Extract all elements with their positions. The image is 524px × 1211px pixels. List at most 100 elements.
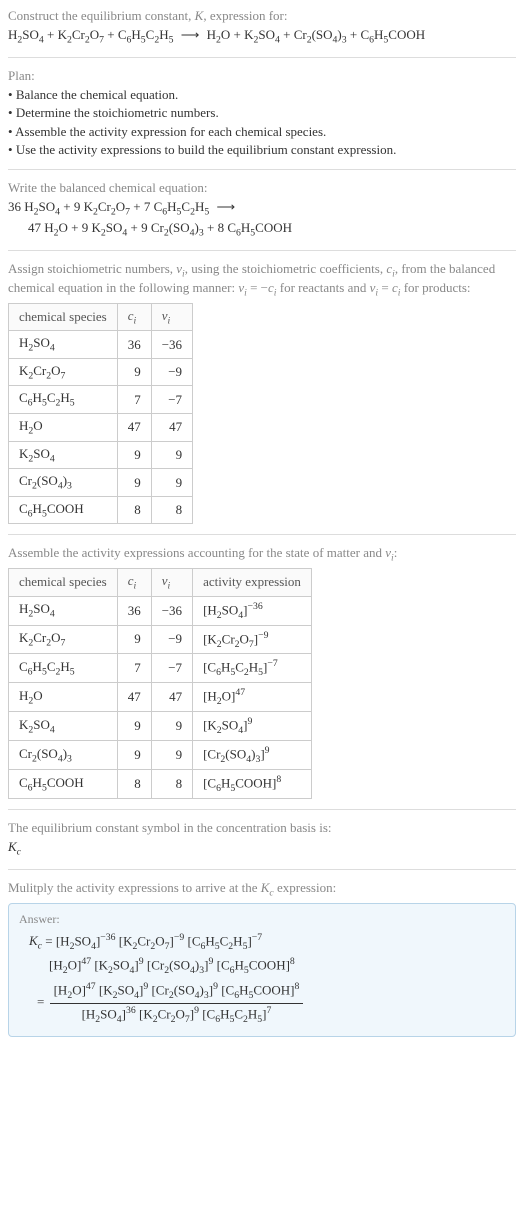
cell-species: C6H5COOH bbox=[9, 770, 118, 799]
plan-list: Balance the chemical equation. Determine… bbox=[8, 86, 516, 159]
cell-v: 9 bbox=[151, 469, 192, 497]
cell-c: 7 bbox=[117, 654, 151, 683]
table-row: C6H5C2H57−7 bbox=[9, 386, 193, 414]
answer-box: Answer: Kc = [H2SO4]−36 [K2Cr2O7]−9 [C6H… bbox=[8, 903, 516, 1037]
table-row: K2SO499[K2SO4]9 bbox=[9, 712, 312, 741]
cell-species: H2SO4 bbox=[9, 331, 118, 359]
plan-item: Use the activity expressions to build th… bbox=[8, 141, 516, 159]
activity-table: chemical species ci νi activity expressi… bbox=[8, 568, 312, 799]
cell-species: K2Cr2O7 bbox=[9, 625, 118, 654]
table-row: H2O4747[H2O]47 bbox=[9, 683, 312, 712]
cell-c: 9 bbox=[117, 441, 151, 469]
cell-species: Cr2(SO4)3 bbox=[9, 469, 118, 497]
cell-c: 47 bbox=[117, 683, 151, 712]
header-equation: H2SO4 + K2Cr2O7 + C6H5C2H5 ⟶ H2O + K2SO4… bbox=[8, 26, 516, 47]
table-row: H2SO436−36 bbox=[9, 331, 193, 359]
table-row: H2SO436−36[H2SO4]−36 bbox=[9, 596, 312, 625]
cell-v: −7 bbox=[151, 654, 192, 683]
cell-v: 9 bbox=[151, 441, 192, 469]
table-row: C6H5COOH88[C6H5COOH]8 bbox=[9, 770, 312, 799]
table-row: C6H5C2H57−7[C6H5C2H5]−7 bbox=[9, 654, 312, 683]
final-prompt: Mulitply the activity expressions to arr… bbox=[8, 880, 516, 899]
cell-v: 47 bbox=[151, 414, 192, 442]
divider bbox=[8, 250, 516, 251]
balanced-equation: 36 H2SO4 + 9 K2Cr2O7 + 7 C6H5C2H5 ⟶ 47 H… bbox=[8, 198, 516, 240]
table-header-row: chemical species ci νi bbox=[9, 303, 193, 331]
answer-label: Answer: bbox=[19, 912, 505, 927]
header-prompt: Construct the equilibrium constant, K, e… bbox=[8, 8, 516, 24]
cell-species: H2SO4 bbox=[9, 596, 118, 625]
activity-prompt: Assemble the activity expressions accoun… bbox=[8, 545, 516, 564]
col-header: νi bbox=[151, 568, 192, 596]
col-header: νi bbox=[151, 303, 192, 331]
cell-expr: [K2SO4]9 bbox=[193, 712, 312, 741]
divider bbox=[8, 809, 516, 810]
plan-section: Plan: Balance the chemical equation. Det… bbox=[8, 68, 516, 159]
cell-expr: [C6H5C2H5]−7 bbox=[193, 654, 312, 683]
cell-c: 9 bbox=[117, 741, 151, 770]
col-header: activity expression bbox=[193, 568, 312, 596]
stoich-section: Assign stoichiometric numbers, νi, using… bbox=[8, 261, 516, 524]
arrow-icon: ⟶ bbox=[216, 199, 235, 214]
table-header-row: chemical species ci νi activity expressi… bbox=[9, 568, 312, 596]
cell-v: 9 bbox=[151, 712, 192, 741]
plan-item: Determine the stoichiometric numbers. bbox=[8, 104, 516, 122]
plan-title: Plan: bbox=[8, 68, 516, 84]
divider bbox=[8, 169, 516, 170]
divider bbox=[8, 869, 516, 870]
plan-item: Balance the chemical equation. bbox=[8, 86, 516, 104]
cell-species: H2O bbox=[9, 683, 118, 712]
cell-v: 47 bbox=[151, 683, 192, 712]
cell-expr: [K2Cr2O7]−9 bbox=[193, 625, 312, 654]
eq-symbol-value: Kc bbox=[8, 838, 516, 859]
col-header: ci bbox=[117, 303, 151, 331]
cell-species: K2SO4 bbox=[9, 712, 118, 741]
cell-v: −9 bbox=[151, 358, 192, 386]
divider bbox=[8, 57, 516, 58]
cell-v: −36 bbox=[151, 331, 192, 359]
cell-species: K2Cr2O7 bbox=[9, 358, 118, 386]
final-section: Mulitply the activity expressions to arr… bbox=[8, 880, 516, 1037]
eq-symbol-section: The equilibrium constant symbol in the c… bbox=[8, 820, 516, 859]
balanced-prompt: Write the balanced chemical equation: bbox=[8, 180, 516, 196]
col-header: chemical species bbox=[9, 303, 118, 331]
cell-species: Cr2(SO4)3 bbox=[9, 741, 118, 770]
cell-v: 9 bbox=[151, 741, 192, 770]
cell-c: 9 bbox=[117, 625, 151, 654]
arrow-icon: ⟶ bbox=[181, 27, 200, 42]
cell-c: 7 bbox=[117, 386, 151, 414]
col-header: ci bbox=[117, 568, 151, 596]
table-row: K2Cr2O79−9 bbox=[9, 358, 193, 386]
cell-v: −9 bbox=[151, 625, 192, 654]
cell-species: H2O bbox=[9, 414, 118, 442]
cell-v: −7 bbox=[151, 386, 192, 414]
cell-expr: [Cr2(SO4)3]9 bbox=[193, 741, 312, 770]
table-row: C6H5COOH88 bbox=[9, 496, 193, 524]
cell-c: 8 bbox=[117, 770, 151, 799]
cell-c: 9 bbox=[117, 358, 151, 386]
divider bbox=[8, 534, 516, 535]
cell-c: 47 bbox=[117, 414, 151, 442]
cell-c: 9 bbox=[117, 712, 151, 741]
answer-equation: Kc = [H2SO4]−36 [K2Cr2O7]−9 [C6H5C2H5]−7… bbox=[19, 931, 505, 1026]
table-row: K2Cr2O79−9[K2Cr2O7]−9 bbox=[9, 625, 312, 654]
col-header: chemical species bbox=[9, 568, 118, 596]
table-row: Cr2(SO4)399[Cr2(SO4)3]9 bbox=[9, 741, 312, 770]
cell-expr: [H2O]47 bbox=[193, 683, 312, 712]
cell-species: C6H5C2H5 bbox=[9, 654, 118, 683]
cell-v: −36 bbox=[151, 596, 192, 625]
balanced-section: Write the balanced chemical equation: 36… bbox=[8, 180, 516, 240]
table-row: H2O4747 bbox=[9, 414, 193, 442]
cell-v: 8 bbox=[151, 496, 192, 524]
cell-c: 9 bbox=[117, 469, 151, 497]
cell-c: 36 bbox=[117, 596, 151, 625]
activity-section: Assemble the activity expressions accoun… bbox=[8, 545, 516, 799]
cell-c: 8 bbox=[117, 496, 151, 524]
plan-item: Assemble the activity expression for eac… bbox=[8, 123, 516, 141]
cell-v: 8 bbox=[151, 770, 192, 799]
cell-species: K2SO4 bbox=[9, 441, 118, 469]
cell-species: C6H5COOH bbox=[9, 496, 118, 524]
eq-symbol-prompt: The equilibrium constant symbol in the c… bbox=[8, 820, 516, 836]
table-row: Cr2(SO4)399 bbox=[9, 469, 193, 497]
cell-c: 36 bbox=[117, 331, 151, 359]
